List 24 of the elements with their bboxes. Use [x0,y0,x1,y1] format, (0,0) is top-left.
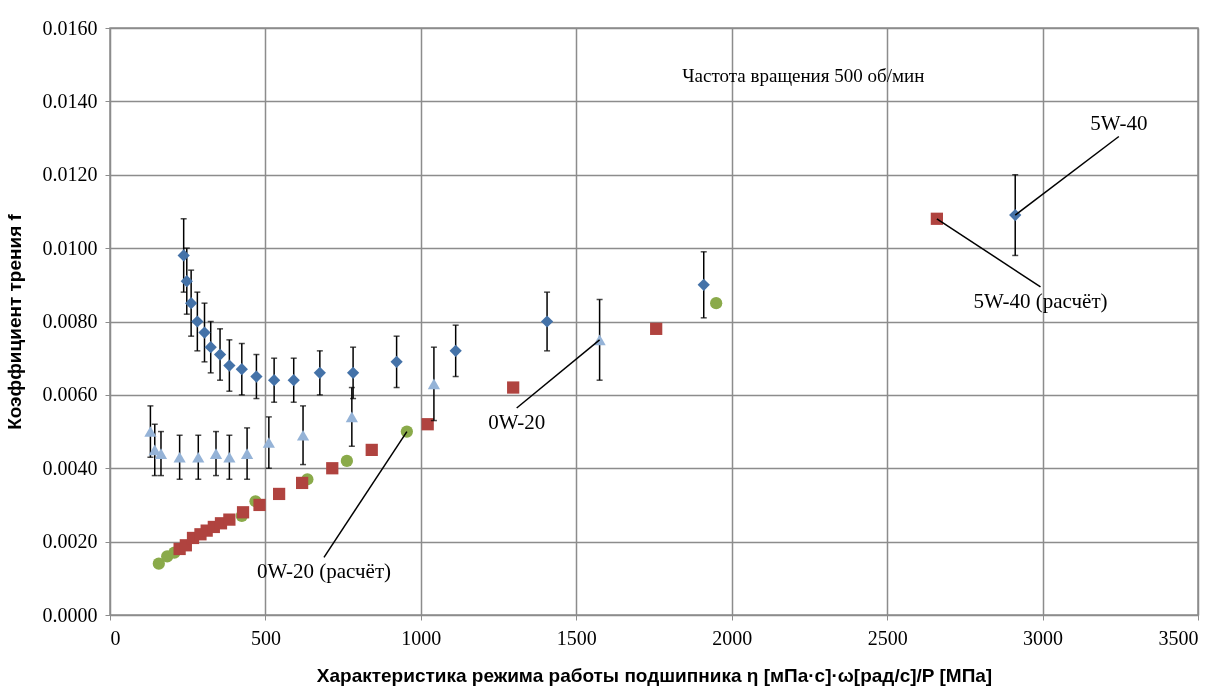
x-tick-label: 2500 [867,626,908,649]
y-tick-label: 0.0140 [42,89,98,112]
x-tick-label: 0 [110,626,121,649]
annotation: 0W-20 (расчёт) [256,559,392,584]
x-tick-label: 1000 [401,626,442,649]
y-tick-label: 0.0100 [42,236,98,259]
x-tick-label: 3000 [1023,626,1064,649]
y-tick-label: 0.0120 [42,163,98,186]
annotation: 5W-40 [1090,111,1148,136]
x-tick-label: 500 [250,626,281,649]
y-axis-title: Коэффициент трения f [3,213,25,430]
annotation: Частота вращения 500 об/мин [682,64,925,86]
y-tick-label: 0.0160 [42,16,98,39]
y-tick-label: 0.0060 [42,383,98,406]
x-axis-title: Характеристика режима работы подшипника η [мПа·с]·ω[рад/с]/P [МПа] [316,664,993,686]
y-tick-label: 0.0080 [42,310,98,332]
x-tick-label: 2000 [712,626,753,649]
annotation: 0W-20 [488,409,546,434]
y-tick-label: 0.0020 [42,530,98,553]
x-tick-label: 1500 [556,626,597,649]
annotation: 5W-40 (расчёт) [973,288,1108,313]
y-tick-label: 0.0040 [42,456,98,479]
x-tick-label: 3500 [1158,626,1199,649]
y-tick-label: 0.0000 [42,603,98,626]
